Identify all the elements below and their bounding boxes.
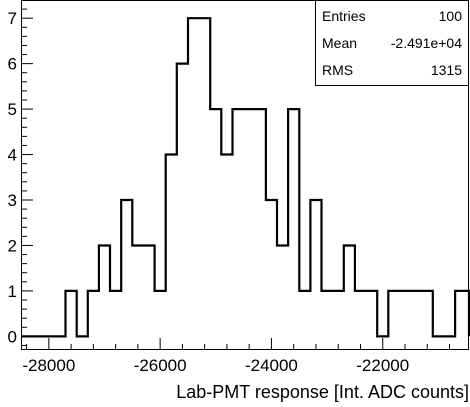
- histogram-bin: [166, 155, 177, 337]
- histogram-bin: [322, 291, 344, 336]
- x-axis-title: Lab-PMT response [Int. ADC counts]: [176, 382, 469, 402]
- plot-border: [21, 0, 469, 350]
- histogram-bin: [344, 245, 355, 336]
- stats-entries-label: Entries: [322, 8, 366, 24]
- histogram-bin: [155, 291, 166, 336]
- stats-entries-value: 100: [438, 8, 462, 24]
- stats-row-entries: Entries 100: [316, 3, 470, 31]
- histogram-bin: [210, 109, 221, 336]
- histogram-bin: [221, 155, 232, 337]
- histogram-bin: [99, 245, 110, 336]
- y-tick-label: 4: [8, 146, 17, 165]
- histogram-bin: [121, 200, 132, 336]
- histogram-outline: [21, 17, 470, 338]
- histogram-bin: [110, 291, 121, 336]
- histogram-bin: [277, 245, 288, 336]
- y-tick-label: 2: [8, 236, 17, 255]
- histogram-bin: [455, 291, 469, 336]
- histogram-bars: [21, 17, 470, 338]
- stats-rms-label: RMS: [322, 62, 354, 78]
- histogram-bin: [355, 291, 377, 336]
- stats-row-rms: RMS 1315: [316, 57, 470, 85]
- stats-box: Entries 100 Mean -2.491e+04 RMS 1315: [315, 0, 469, 86]
- stats-row-mean: Mean -2.491e+04: [316, 30, 470, 58]
- x-tick-label: -28000: [22, 356, 75, 375]
- histogram-bin: [266, 200, 277, 336]
- histogram-bin: [310, 200, 321, 336]
- y-tick-label: 1: [8, 282, 17, 301]
- x-tick-label: -26000: [134, 356, 187, 375]
- y-tick-label: 0: [8, 327, 17, 346]
- plot-frame: [21, 0, 469, 350]
- histogram-bin: [132, 245, 154, 336]
- histogram-bin: [232, 109, 265, 336]
- y-tick-label: 7: [8, 9, 17, 28]
- stats-rms-value: 1315: [430, 62, 462, 78]
- histogram-bin: [188, 18, 210, 336]
- histogram-bin: [388, 291, 433, 336]
- y-tick-label: 6: [8, 55, 17, 74]
- y-axis-ticks: 0 1 2 3 4 5 6 7: [8, 8, 33, 346]
- histogram-bin: [66, 291, 77, 336]
- x-tick-label: -22000: [356, 356, 409, 375]
- stats-mean-label: Mean: [322, 35, 358, 51]
- y-tick-label: 3: [8, 191, 17, 210]
- stats-mean-value: -2.491e+04: [390, 35, 462, 51]
- histogram-bin: [288, 109, 299, 336]
- x-tick-label: -24000: [245, 356, 298, 375]
- histogram-bin: [299, 291, 310, 336]
- histogram-bin: [88, 291, 99, 336]
- histogram-bin: [177, 64, 188, 337]
- y-tick-label: 5: [8, 100, 17, 119]
- x-axis-ticks: -28000 -26000 -24000 -22000: [22, 338, 451, 375]
